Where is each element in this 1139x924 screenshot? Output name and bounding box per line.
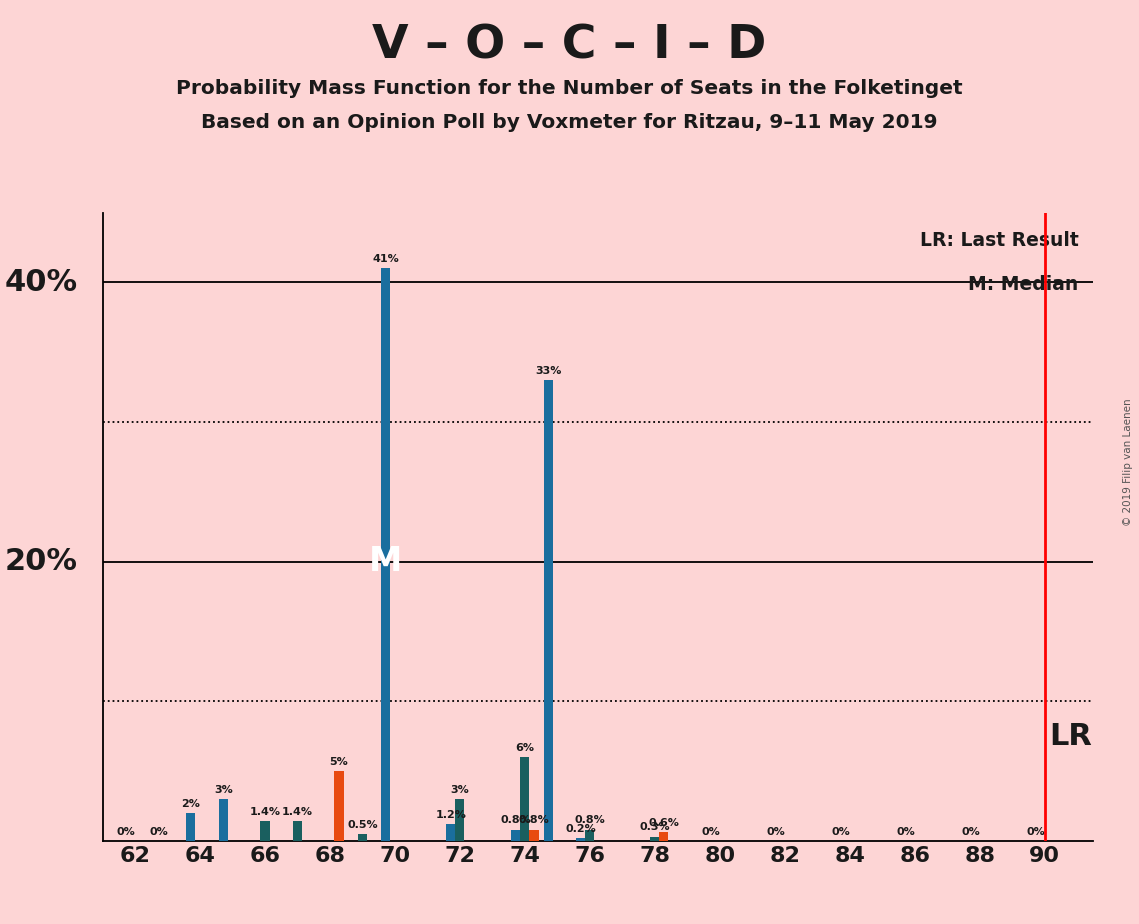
Text: 0.8%: 0.8%	[518, 816, 549, 825]
Bar	[358, 833, 367, 841]
Text: 5%: 5%	[329, 757, 349, 767]
Text: 6%: 6%	[515, 743, 534, 753]
Text: 33%: 33%	[535, 366, 562, 376]
Text: 0%: 0%	[116, 827, 136, 836]
Text: 40%: 40%	[5, 268, 77, 297]
Text: LR: Last Result: LR: Last Result	[920, 231, 1079, 250]
Text: 0%: 0%	[961, 827, 980, 836]
Text: 0%: 0%	[149, 827, 167, 836]
Text: 1.4%: 1.4%	[249, 807, 280, 817]
Text: © 2019 Filip van Laenen: © 2019 Filip van Laenen	[1123, 398, 1133, 526]
Bar	[293, 821, 302, 841]
Text: 0.6%: 0.6%	[648, 819, 679, 828]
Text: 0.8%: 0.8%	[500, 816, 531, 825]
Text: LR: LR	[1049, 722, 1092, 750]
Text: 2%: 2%	[181, 798, 200, 808]
Bar	[543, 380, 552, 841]
Text: V – O – C – I – D: V – O – C – I – D	[372, 23, 767, 68]
Text: Based on an Opinion Poll by Voxmeter for Ritzau, 9–11 May 2019: Based on an Opinion Poll by Voxmeter for…	[202, 113, 937, 132]
Bar	[335, 771, 344, 841]
Bar	[650, 836, 659, 841]
Bar	[585, 830, 595, 841]
Text: 0.5%: 0.5%	[347, 820, 378, 830]
Text: 1.4%: 1.4%	[282, 807, 313, 817]
Bar	[576, 838, 585, 841]
Text: 0%: 0%	[1026, 827, 1044, 836]
Bar	[511, 830, 521, 841]
Text: 20%: 20%	[5, 547, 77, 576]
Text: 0.2%: 0.2%	[565, 824, 596, 833]
Text: M: M	[369, 545, 402, 578]
Bar	[521, 757, 530, 841]
Bar	[187, 813, 196, 841]
Bar	[446, 824, 456, 841]
Text: 3%: 3%	[214, 784, 232, 795]
Text: 0.3%: 0.3%	[639, 822, 670, 833]
Text: Probability Mass Function for the Number of Seats in the Folketinget: Probability Mass Function for the Number…	[177, 79, 962, 98]
Text: 0%: 0%	[896, 827, 915, 836]
Text: 1.2%: 1.2%	[435, 810, 466, 820]
Bar	[219, 799, 228, 841]
Text: M: Median: M: Median	[968, 275, 1079, 295]
Text: 0.8%: 0.8%	[574, 816, 605, 825]
Bar	[456, 799, 465, 841]
Bar	[659, 833, 669, 841]
Text: 0%: 0%	[702, 827, 720, 836]
Text: 41%: 41%	[372, 254, 399, 264]
Bar	[382, 268, 391, 841]
Text: 0%: 0%	[831, 827, 850, 836]
Bar	[530, 830, 539, 841]
Bar	[261, 821, 270, 841]
Text: 0%: 0%	[767, 827, 785, 836]
Text: 3%: 3%	[451, 784, 469, 795]
